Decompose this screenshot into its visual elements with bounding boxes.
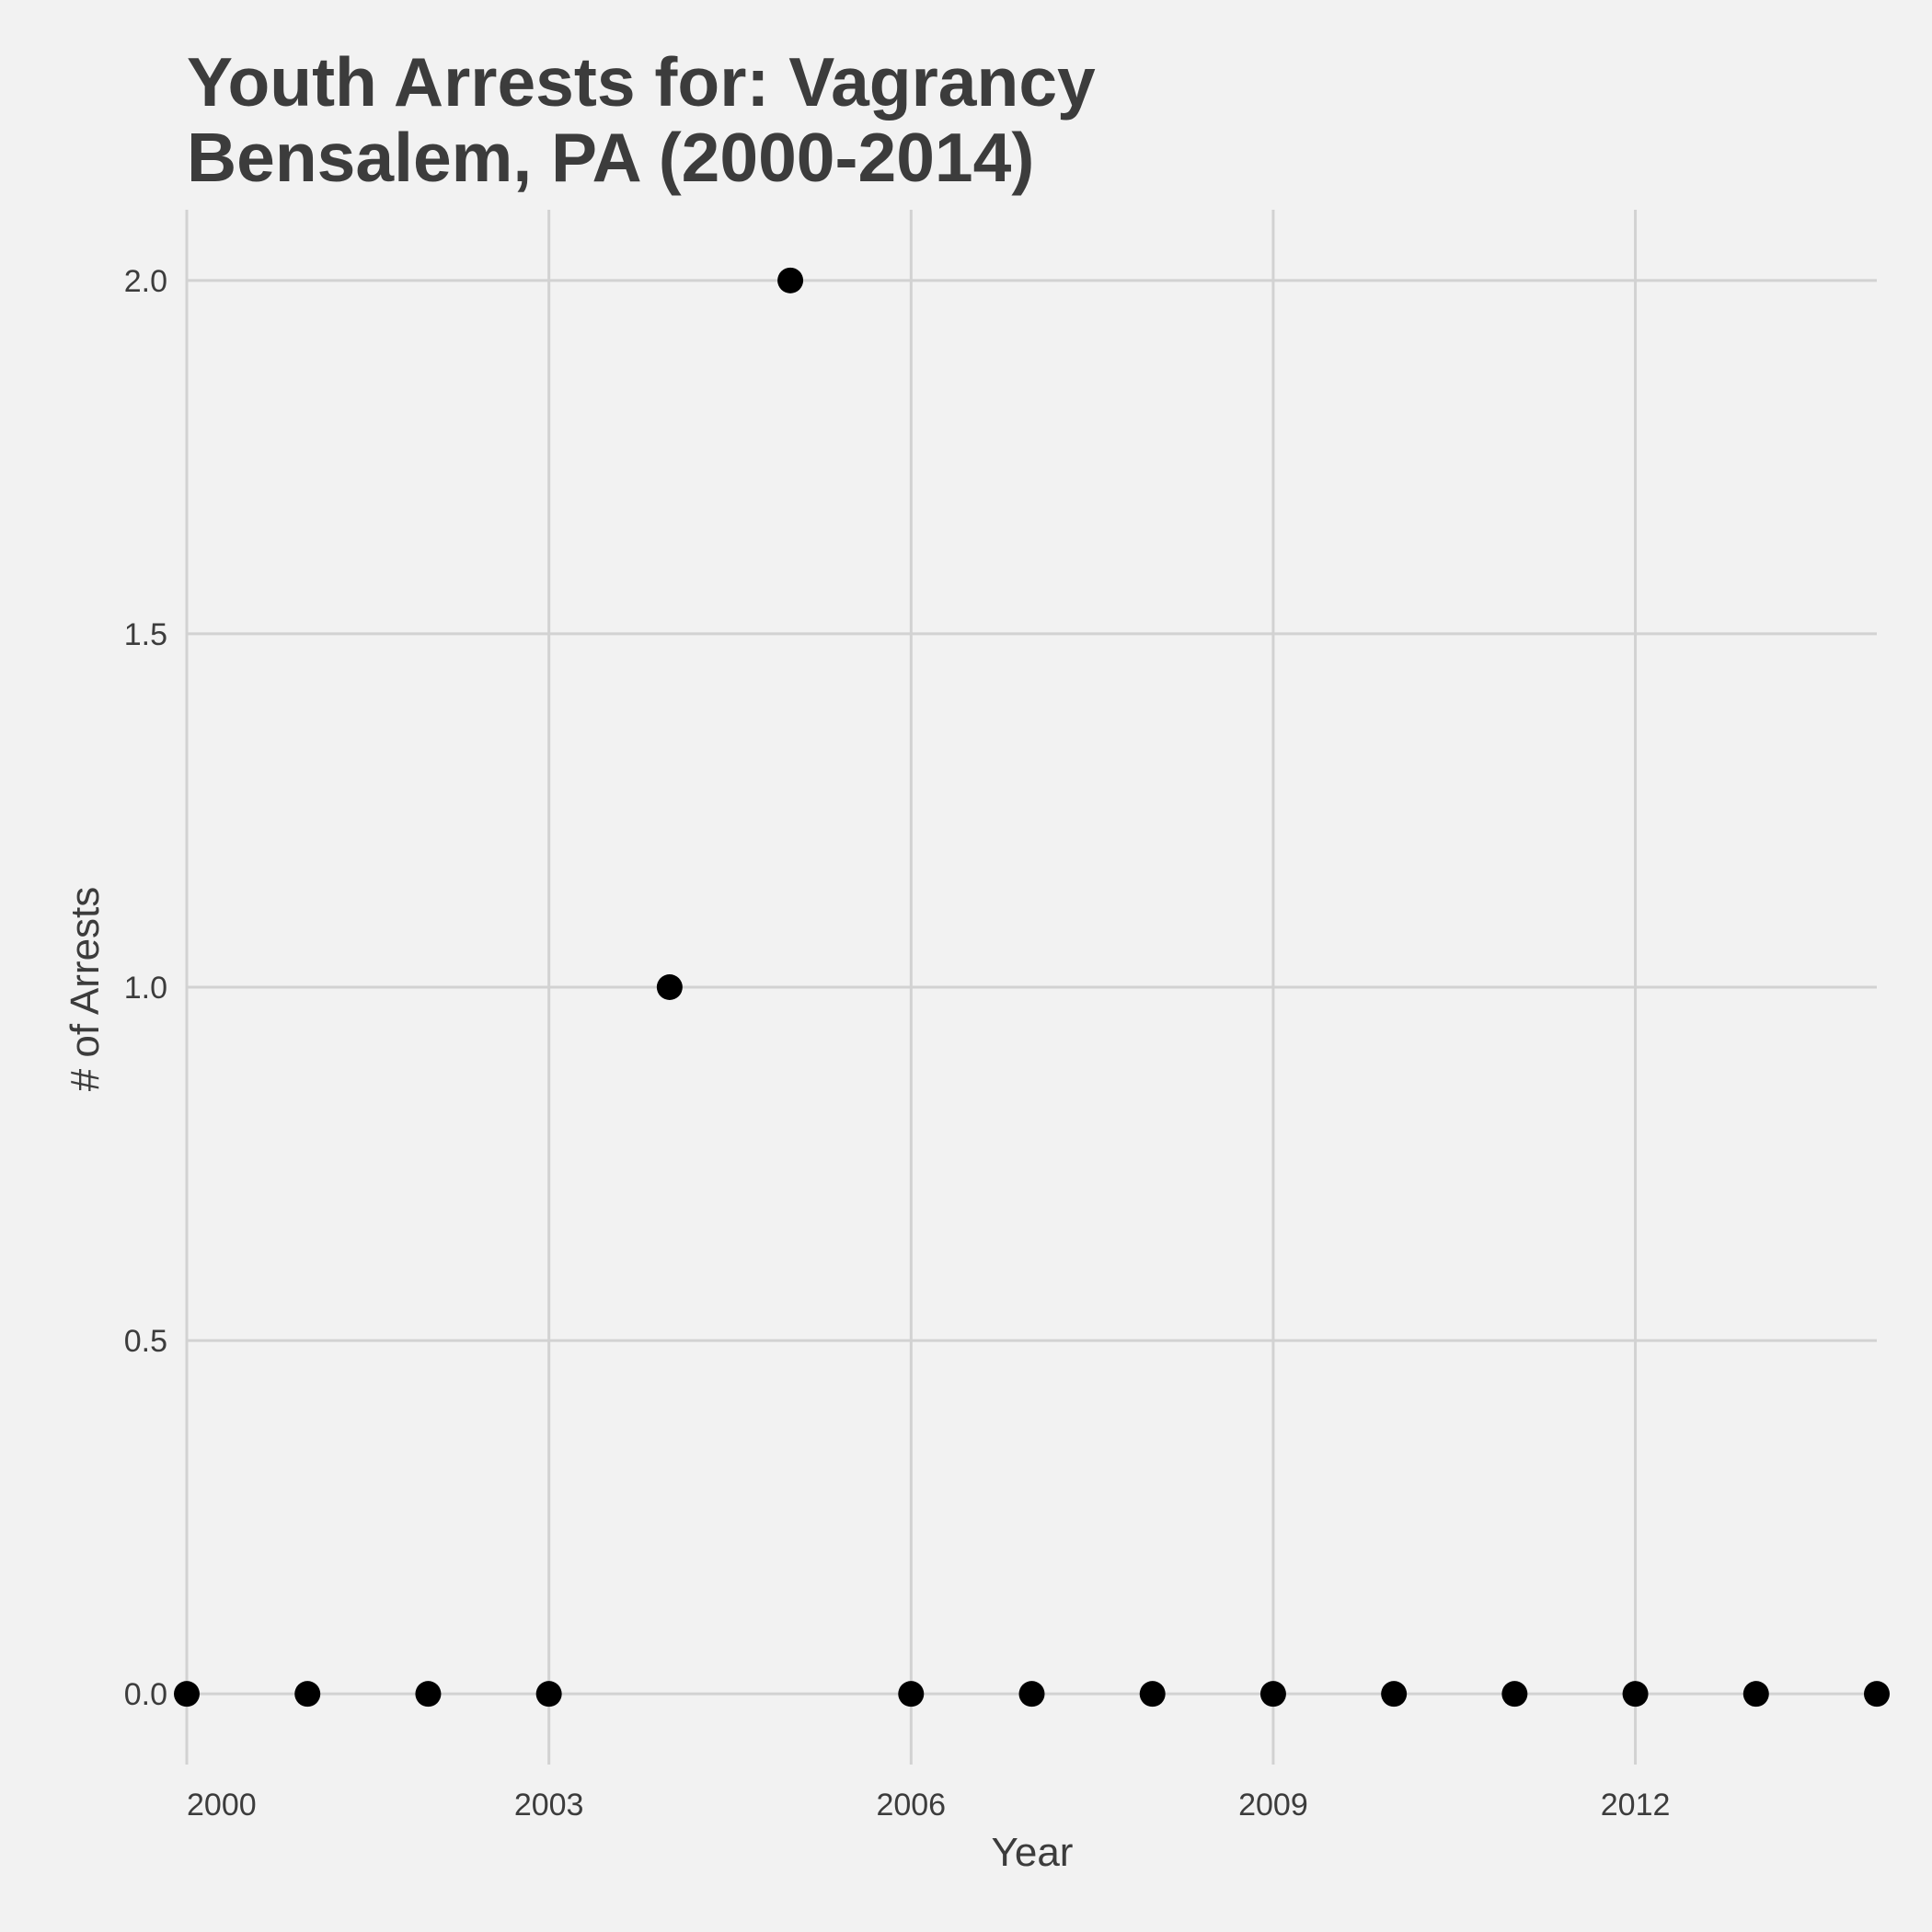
chart-title-line-1: Youth Arrests for: Vagrancy [187,43,1096,121]
data-point [1742,1681,1769,1708]
data-point [294,1681,321,1708]
data-point [1018,1681,1045,1708]
data-point [777,267,804,293]
data-point [174,1681,200,1708]
data-point [898,1681,925,1708]
x-tick-label: 2009 [1238,1788,1308,1823]
data-point [535,1681,562,1708]
y-tick-label: 1.0 [124,971,167,1006]
data-point [415,1681,442,1708]
x-axis-title: Year [992,1830,1074,1875]
data-point [1864,1681,1890,1708]
y-tick-label: 0.0 [124,1677,167,1712]
y-tick-label: 2.0 [124,264,167,299]
data-point [1381,1681,1408,1708]
x-tick-label: 2006 [876,1788,946,1823]
x-tick-label: 2000 [187,1788,257,1823]
data-point [1622,1681,1649,1708]
data-points [174,267,1890,1708]
y-axis-title: # of Arrests [63,887,108,1092]
chart-title: Youth Arrests for: Vagrancy Bensalem, PA… [187,43,1096,196]
data-point [656,974,683,1000]
x-tick-label: 2003 [514,1788,584,1823]
y-tick-label: 1.5 [124,617,167,652]
x-axis-tick-labels: 2000 2003 2006 2009 2012 [187,1788,1670,1823]
x-tick-label: 2012 [1601,1788,1671,1823]
y-axis-tick-labels: 0.0 0.5 1.0 1.5 2.0 [124,264,167,1712]
chart-title-line-2: Bensalem, PA (2000-2014) [187,119,1034,196]
data-point [1139,1681,1166,1708]
data-point [1259,1681,1286,1708]
data-point [1501,1681,1528,1708]
y-tick-label: 0.5 [124,1324,167,1359]
y-gridlines [187,279,1877,1696]
